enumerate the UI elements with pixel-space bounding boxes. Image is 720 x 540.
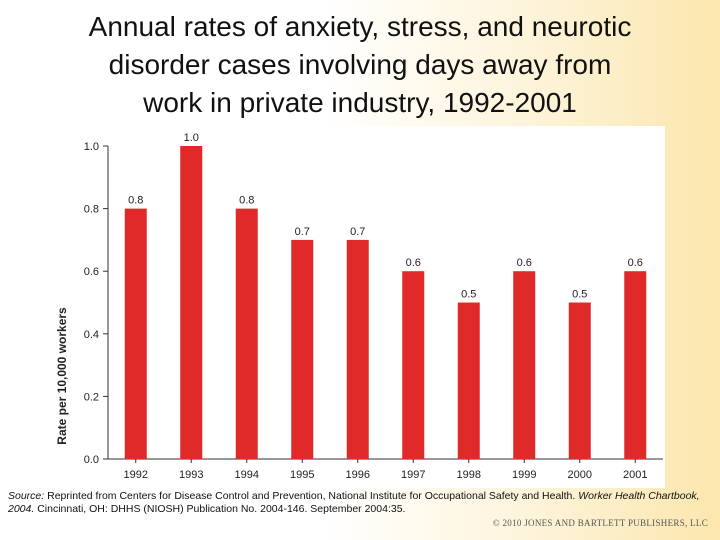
- x-tick-label-2001: 2001: [623, 469, 647, 481]
- y-tick-label: 0.0: [84, 454, 99, 466]
- data-label-1996: 0.7: [350, 226, 365, 238]
- y-tick-label: 1.0: [84, 141, 99, 153]
- slide-title: Annual rates of anxiety, stress, and neu…: [88, 11, 632, 118]
- data-label-1998: 0.5: [461, 289, 476, 301]
- data-label-1997: 0.6: [406, 257, 421, 269]
- data-label-1993: 1.0: [184, 132, 199, 144]
- y-tick-labels: 0.0 0.2 0.4 0.6 0.8 1.0: [84, 141, 99, 466]
- y-axis-label: Rate per 10,000 workers: [55, 307, 69, 445]
- bar-1993: [180, 146, 203, 459]
- data-label-1999: 0.6: [517, 257, 532, 269]
- bar-1992: [124, 208, 147, 459]
- data-label-2001: 0.6: [628, 257, 643, 269]
- y-tick-label: 0.4: [84, 329, 99, 341]
- y-tick-label: 0.2: [84, 391, 99, 403]
- bars: [124, 146, 647, 459]
- y-tick-label: 0.6: [84, 266, 99, 278]
- x-tick-label-1997: 1997: [401, 469, 425, 481]
- bar-1999: [513, 271, 536, 459]
- x-tick-label-1993: 1993: [179, 469, 203, 481]
- bar-1994: [235, 208, 258, 459]
- source-text-1: Reprinted from Centers for Disease Contr…: [44, 490, 579, 502]
- data-label-1994: 0.8: [239, 195, 254, 207]
- data-labels: 0.8 1.0 0.8 0.7 0.7 0.6 0.5 0.6 0.5 0.6: [128, 132, 643, 301]
- source-text-2: Cincinnati, OH: DHHS (NIOSH) Publication…: [34, 503, 406, 515]
- bar-1995: [291, 239, 314, 459]
- x-tick-label-1992: 1992: [124, 469, 148, 481]
- bar-1998: [457, 302, 480, 459]
- x-tick-label-1998: 1998: [457, 469, 481, 481]
- data-label-2000: 0.5: [572, 289, 587, 301]
- x-tick-label-2000: 2000: [568, 469, 592, 481]
- source-label: Source:: [8, 490, 45, 502]
- chart-panel: 0.0 0.2 0.4 0.6 0.8 1.0 0.8 1.0 0.8 0.7 0.7 0.6 0.5…: [43, 126, 665, 488]
- x-tick-label-1999: 1999: [512, 469, 536, 481]
- x-tick-label-1996: 1996: [346, 469, 370, 481]
- copyright-notice: © 2010 JONES AND BARTLETT PUBLISHERS, LL…: [492, 518, 708, 528]
- bar-2001: [624, 271, 647, 459]
- y-tick-label: 0.8: [84, 204, 99, 216]
- source-italic-title: Worker Health Chartbook, 2004.: [8, 490, 700, 515]
- source-note: Source: Reprinted from Centers for Disea…: [8, 490, 708, 516]
- bar-2000: [568, 302, 591, 459]
- x-tick-label-1995: 1995: [290, 469, 314, 481]
- x-tick-labels: 1992 1993 1994 1995 1996 1997 1998 1999 2000 2001: [124, 469, 648, 481]
- bar-chart: 0.0 0.2 0.4 0.6 0.8 1.0 0.8 1.0 0.8 0.7 0.7 0.6 0.5…: [55, 132, 663, 481]
- data-label-1992: 0.8: [128, 195, 143, 207]
- bar-1996: [346, 239, 369, 459]
- x-tick-label-1994: 1994: [235, 469, 259, 481]
- bar-1997: [402, 271, 425, 459]
- data-label-1995: 0.7: [295, 226, 310, 238]
